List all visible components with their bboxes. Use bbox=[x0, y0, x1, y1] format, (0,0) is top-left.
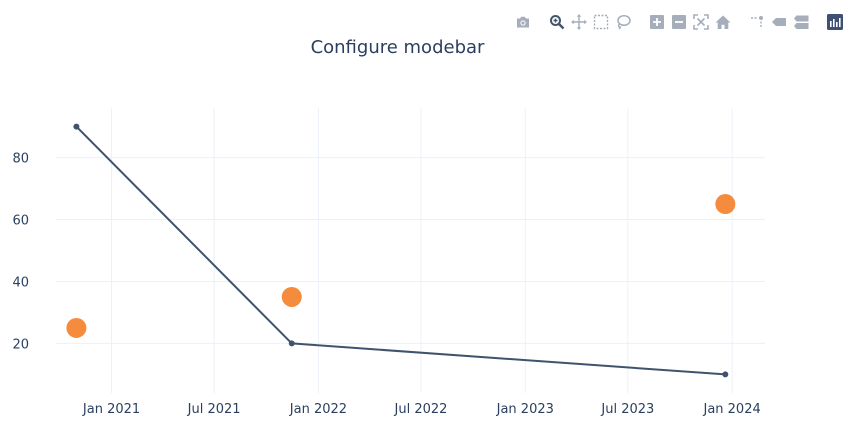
zoom-out-icon bbox=[671, 14, 687, 30]
y-tick-label: 80 bbox=[12, 152, 29, 167]
autoscale-icon bbox=[693, 14, 709, 30]
zoom-in-icon bbox=[649, 14, 665, 30]
y-tick-label: 20 bbox=[12, 337, 29, 352]
x-tick-label: Jul 2023 bbox=[600, 402, 654, 417]
camera-button[interactable] bbox=[513, 12, 533, 32]
camera-icon bbox=[515, 14, 531, 30]
series-1-point bbox=[715, 194, 736, 215]
hover-compare-button[interactable] bbox=[791, 12, 811, 32]
x-tick-label: Jul 2021 bbox=[187, 402, 241, 417]
box-select-icon bbox=[593, 14, 609, 30]
plotly-logo-button[interactable] bbox=[825, 12, 845, 32]
hover-closest-icon bbox=[771, 14, 787, 30]
zoom-button[interactable] bbox=[547, 12, 567, 32]
chart-title: Configure modebar bbox=[310, 37, 485, 58]
pan-button[interactable] bbox=[569, 12, 589, 32]
grid-layer bbox=[56, 108, 765, 393]
y-tick-label: 40 bbox=[12, 275, 29, 290]
lasso-select-icon bbox=[615, 14, 631, 30]
zoom-in-button[interactable] bbox=[647, 12, 667, 32]
series-0-point bbox=[288, 340, 295, 347]
hover-compare-icon bbox=[793, 14, 809, 30]
series-0-point bbox=[722, 371, 729, 378]
series-1-point bbox=[66, 317, 87, 338]
x-tick-label: Jan 2023 bbox=[496, 402, 554, 417]
zoom-icon bbox=[549, 14, 565, 30]
pan-icon bbox=[571, 14, 587, 30]
series-0-point bbox=[73, 123, 80, 130]
spike-lines-icon bbox=[749, 14, 765, 30]
data-layer bbox=[66, 123, 736, 378]
zoom-out-button[interactable] bbox=[669, 12, 689, 32]
hover-closest-button[interactable] bbox=[769, 12, 789, 32]
x-tick-label: Jan 2021 bbox=[82, 402, 140, 417]
x-tick-label: Jan 2024 bbox=[702, 402, 760, 417]
home-button[interactable] bbox=[713, 12, 733, 32]
x-tick-label: Jan 2022 bbox=[289, 402, 347, 417]
autoscale-button[interactable] bbox=[691, 12, 711, 32]
axis-layer: Jan 2021 Jul 2021 Jan 2022 Jul 2022 Jan 2023… bbox=[12, 152, 760, 417]
plotly-logo-icon bbox=[827, 14, 843, 30]
x-tick-label: Jul 2022 bbox=[394, 402, 448, 417]
series-1-point bbox=[281, 286, 302, 307]
box-select-button[interactable] bbox=[591, 12, 611, 32]
y-tick-label: 60 bbox=[12, 214, 29, 229]
spike-lines-button[interactable] bbox=[747, 12, 767, 32]
lasso-select-button[interactable] bbox=[613, 12, 633, 32]
modebar bbox=[511, 12, 845, 32]
home-icon bbox=[715, 14, 731, 30]
